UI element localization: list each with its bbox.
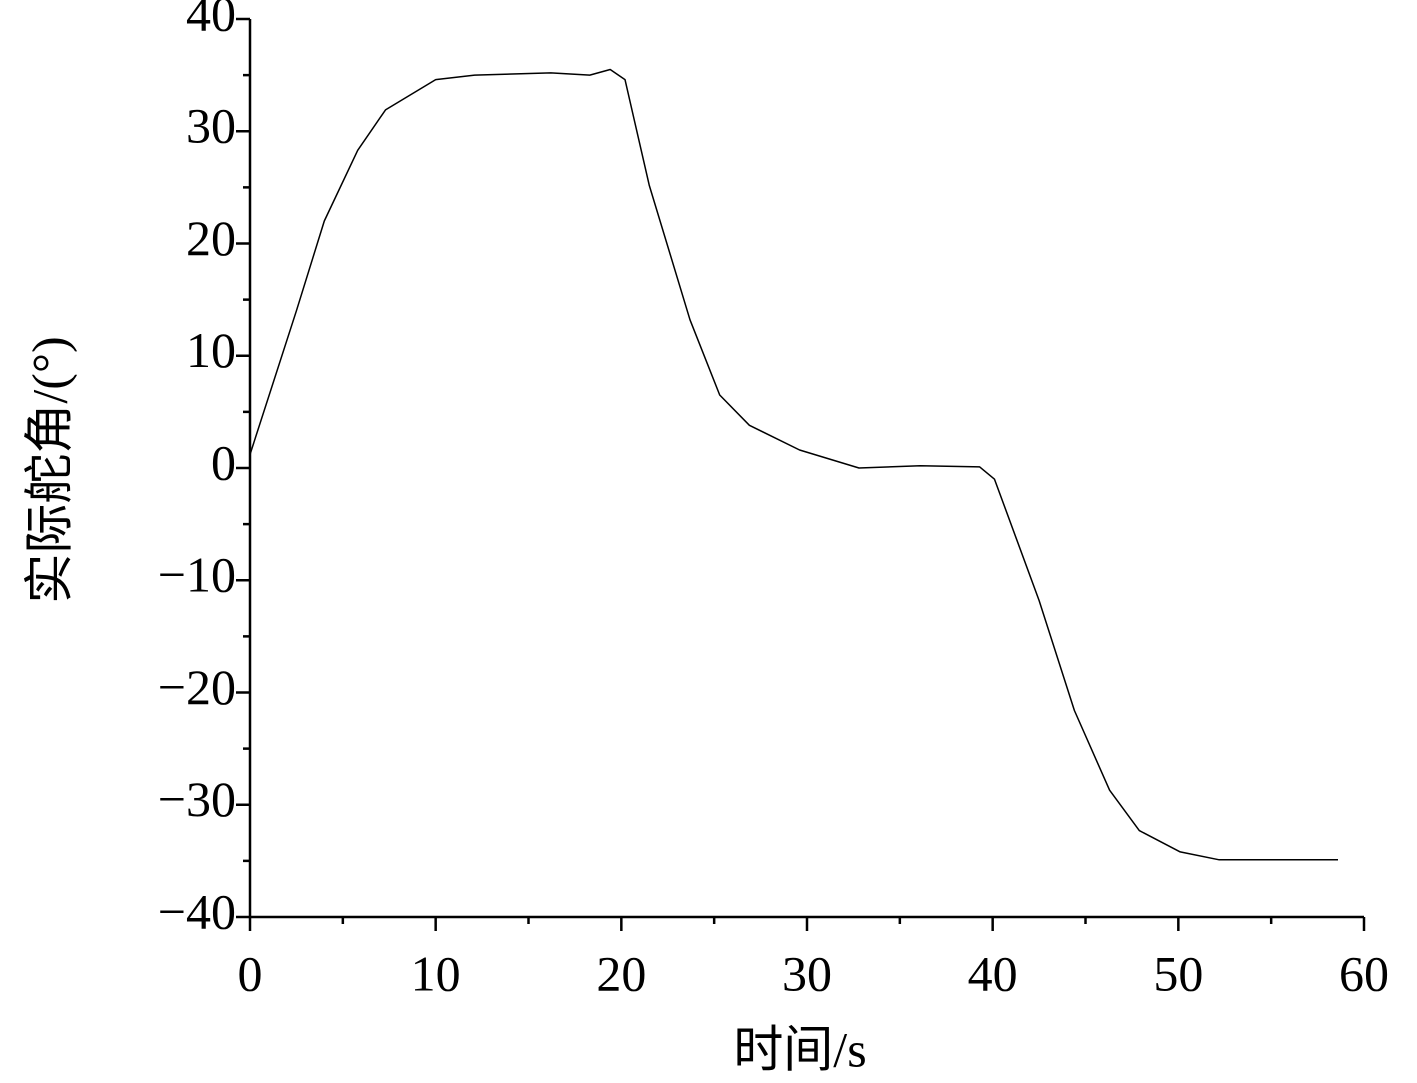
x-axis-label: 时间/s (733, 1021, 866, 1077)
y-axis-label: 实际舵角/(°) (21, 336, 77, 603)
x-tick-label: 20 (596, 945, 646, 1001)
y-tick-label: 20 (186, 210, 236, 266)
x-tick-label: 40 (968, 945, 1018, 1001)
y-tick-label: −30 (158, 771, 236, 827)
y-tick-label: 30 (186, 98, 236, 154)
x-tick-label: 30 (782, 945, 832, 1001)
x-tick-label: 0 (238, 945, 263, 1001)
y-tick-label: 10 (186, 322, 236, 378)
y-tick-label: −10 (158, 547, 236, 603)
y-tick-label: 40 (186, 0, 236, 41)
y-tick-label: 0 (211, 434, 236, 490)
data-line (249, 68, 1338, 861)
x-tick-label: 60 (1339, 945, 1389, 1001)
y-tick-label: −40 (158, 883, 236, 939)
x-tick-label: 10 (411, 945, 461, 1001)
x-tick-label: 50 (1153, 945, 1203, 1001)
y-tick-label: −20 (158, 659, 236, 715)
